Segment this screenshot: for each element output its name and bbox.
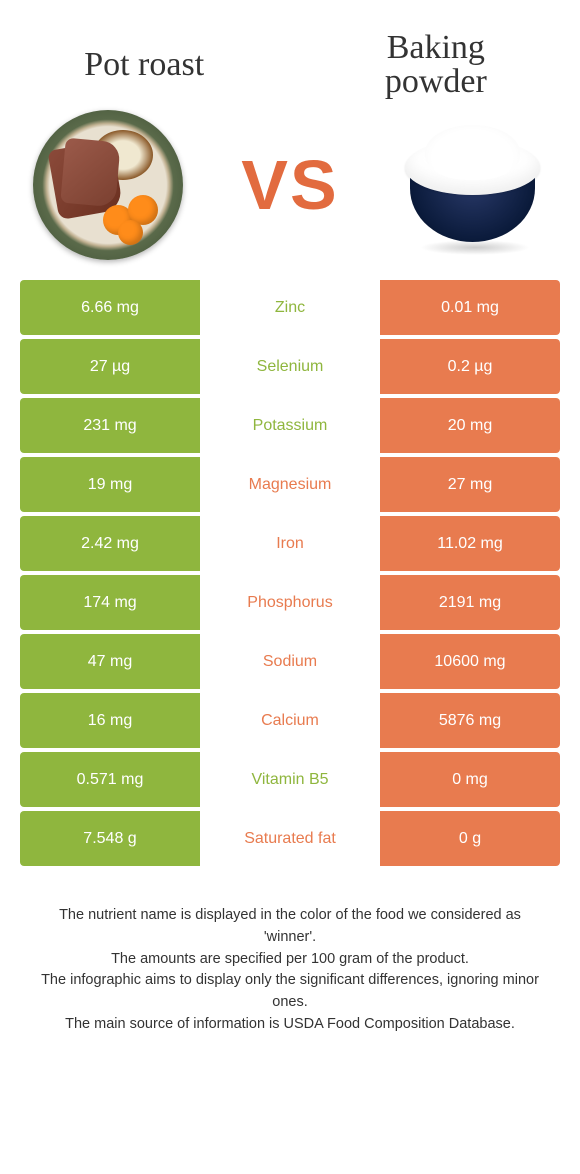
table-row: 231 mgPotassium20 mg — [20, 398, 560, 453]
right-value: 27 mg — [380, 457, 560, 512]
comparison-table: 6.66 mgZinc0.01 mg27 µgSelenium0.2 µg231… — [0, 280, 580, 866]
right-value: 0 mg — [380, 752, 560, 807]
right-value: 11.02 mg — [380, 516, 560, 571]
table-row: 2.42 mgIron11.02 mg — [20, 516, 560, 571]
left-value: 6.66 mg — [20, 280, 200, 335]
footnote-line: The amounts are specified per 100 gram o… — [35, 949, 545, 971]
footnote-line: The main source of information is USDA F… — [35, 1014, 545, 1036]
right-value: 2191 mg — [380, 575, 560, 630]
left-value: 19 mg — [20, 457, 200, 512]
right-value: 20 mg — [380, 398, 560, 453]
nutrient-label: Magnesium — [200, 457, 380, 512]
right-value: 10600 mg — [380, 634, 560, 689]
right-value: 5876 mg — [380, 693, 560, 748]
left-value: 2.42 mg — [20, 516, 200, 571]
left-food-title: Pot roast — [40, 48, 248, 82]
images-row: VS — [0, 110, 580, 280]
right-food-title: Baking powder — [332, 31, 540, 99]
left-food-image — [30, 108, 185, 263]
table-row: 27 µgSelenium0.2 µg — [20, 339, 560, 394]
left-value: 47 mg — [20, 634, 200, 689]
nutrient-label: Iron — [200, 516, 380, 571]
nutrient-label: Potassium — [200, 398, 380, 453]
table-row: 0.571 mgVitamin B50 mg — [20, 752, 560, 807]
footnotes: The nutrient name is displayed in the co… — [0, 870, 580, 1036]
right-food-image — [395, 108, 550, 263]
right-value: 0.01 mg — [380, 280, 560, 335]
right-value: 0 g — [380, 811, 560, 866]
left-value: 27 µg — [20, 339, 200, 394]
nutrient-label: Vitamin B5 — [200, 752, 380, 807]
vs-label: VS — [241, 145, 338, 225]
footnote-line: The nutrient name is displayed in the co… — [35, 905, 545, 949]
nutrient-label: Calcium — [200, 693, 380, 748]
left-value: 7.548 g — [20, 811, 200, 866]
footnote-line: The infographic aims to display only the… — [35, 970, 545, 1014]
table-row: 19 mgMagnesium27 mg — [20, 457, 560, 512]
table-row: 7.548 gSaturated fat0 g — [20, 811, 560, 866]
right-value: 0.2 µg — [380, 339, 560, 394]
left-value: 0.571 mg — [20, 752, 200, 807]
nutrient-label: Selenium — [200, 339, 380, 394]
header: Pot roast Baking powder — [0, 0, 580, 110]
nutrient-label: Phosphorus — [200, 575, 380, 630]
nutrient-label: Zinc — [200, 280, 380, 335]
table-row: 47 mgSodium10600 mg — [20, 634, 560, 689]
nutrient-label: Saturated fat — [200, 811, 380, 866]
left-value: 174 mg — [20, 575, 200, 630]
nutrient-label: Sodium — [200, 634, 380, 689]
left-value: 231 mg — [20, 398, 200, 453]
table-row: 16 mgCalcium5876 mg — [20, 693, 560, 748]
table-row: 174 mgPhosphorus2191 mg — [20, 575, 560, 630]
table-row: 6.66 mgZinc0.01 mg — [20, 280, 560, 335]
left-value: 16 mg — [20, 693, 200, 748]
